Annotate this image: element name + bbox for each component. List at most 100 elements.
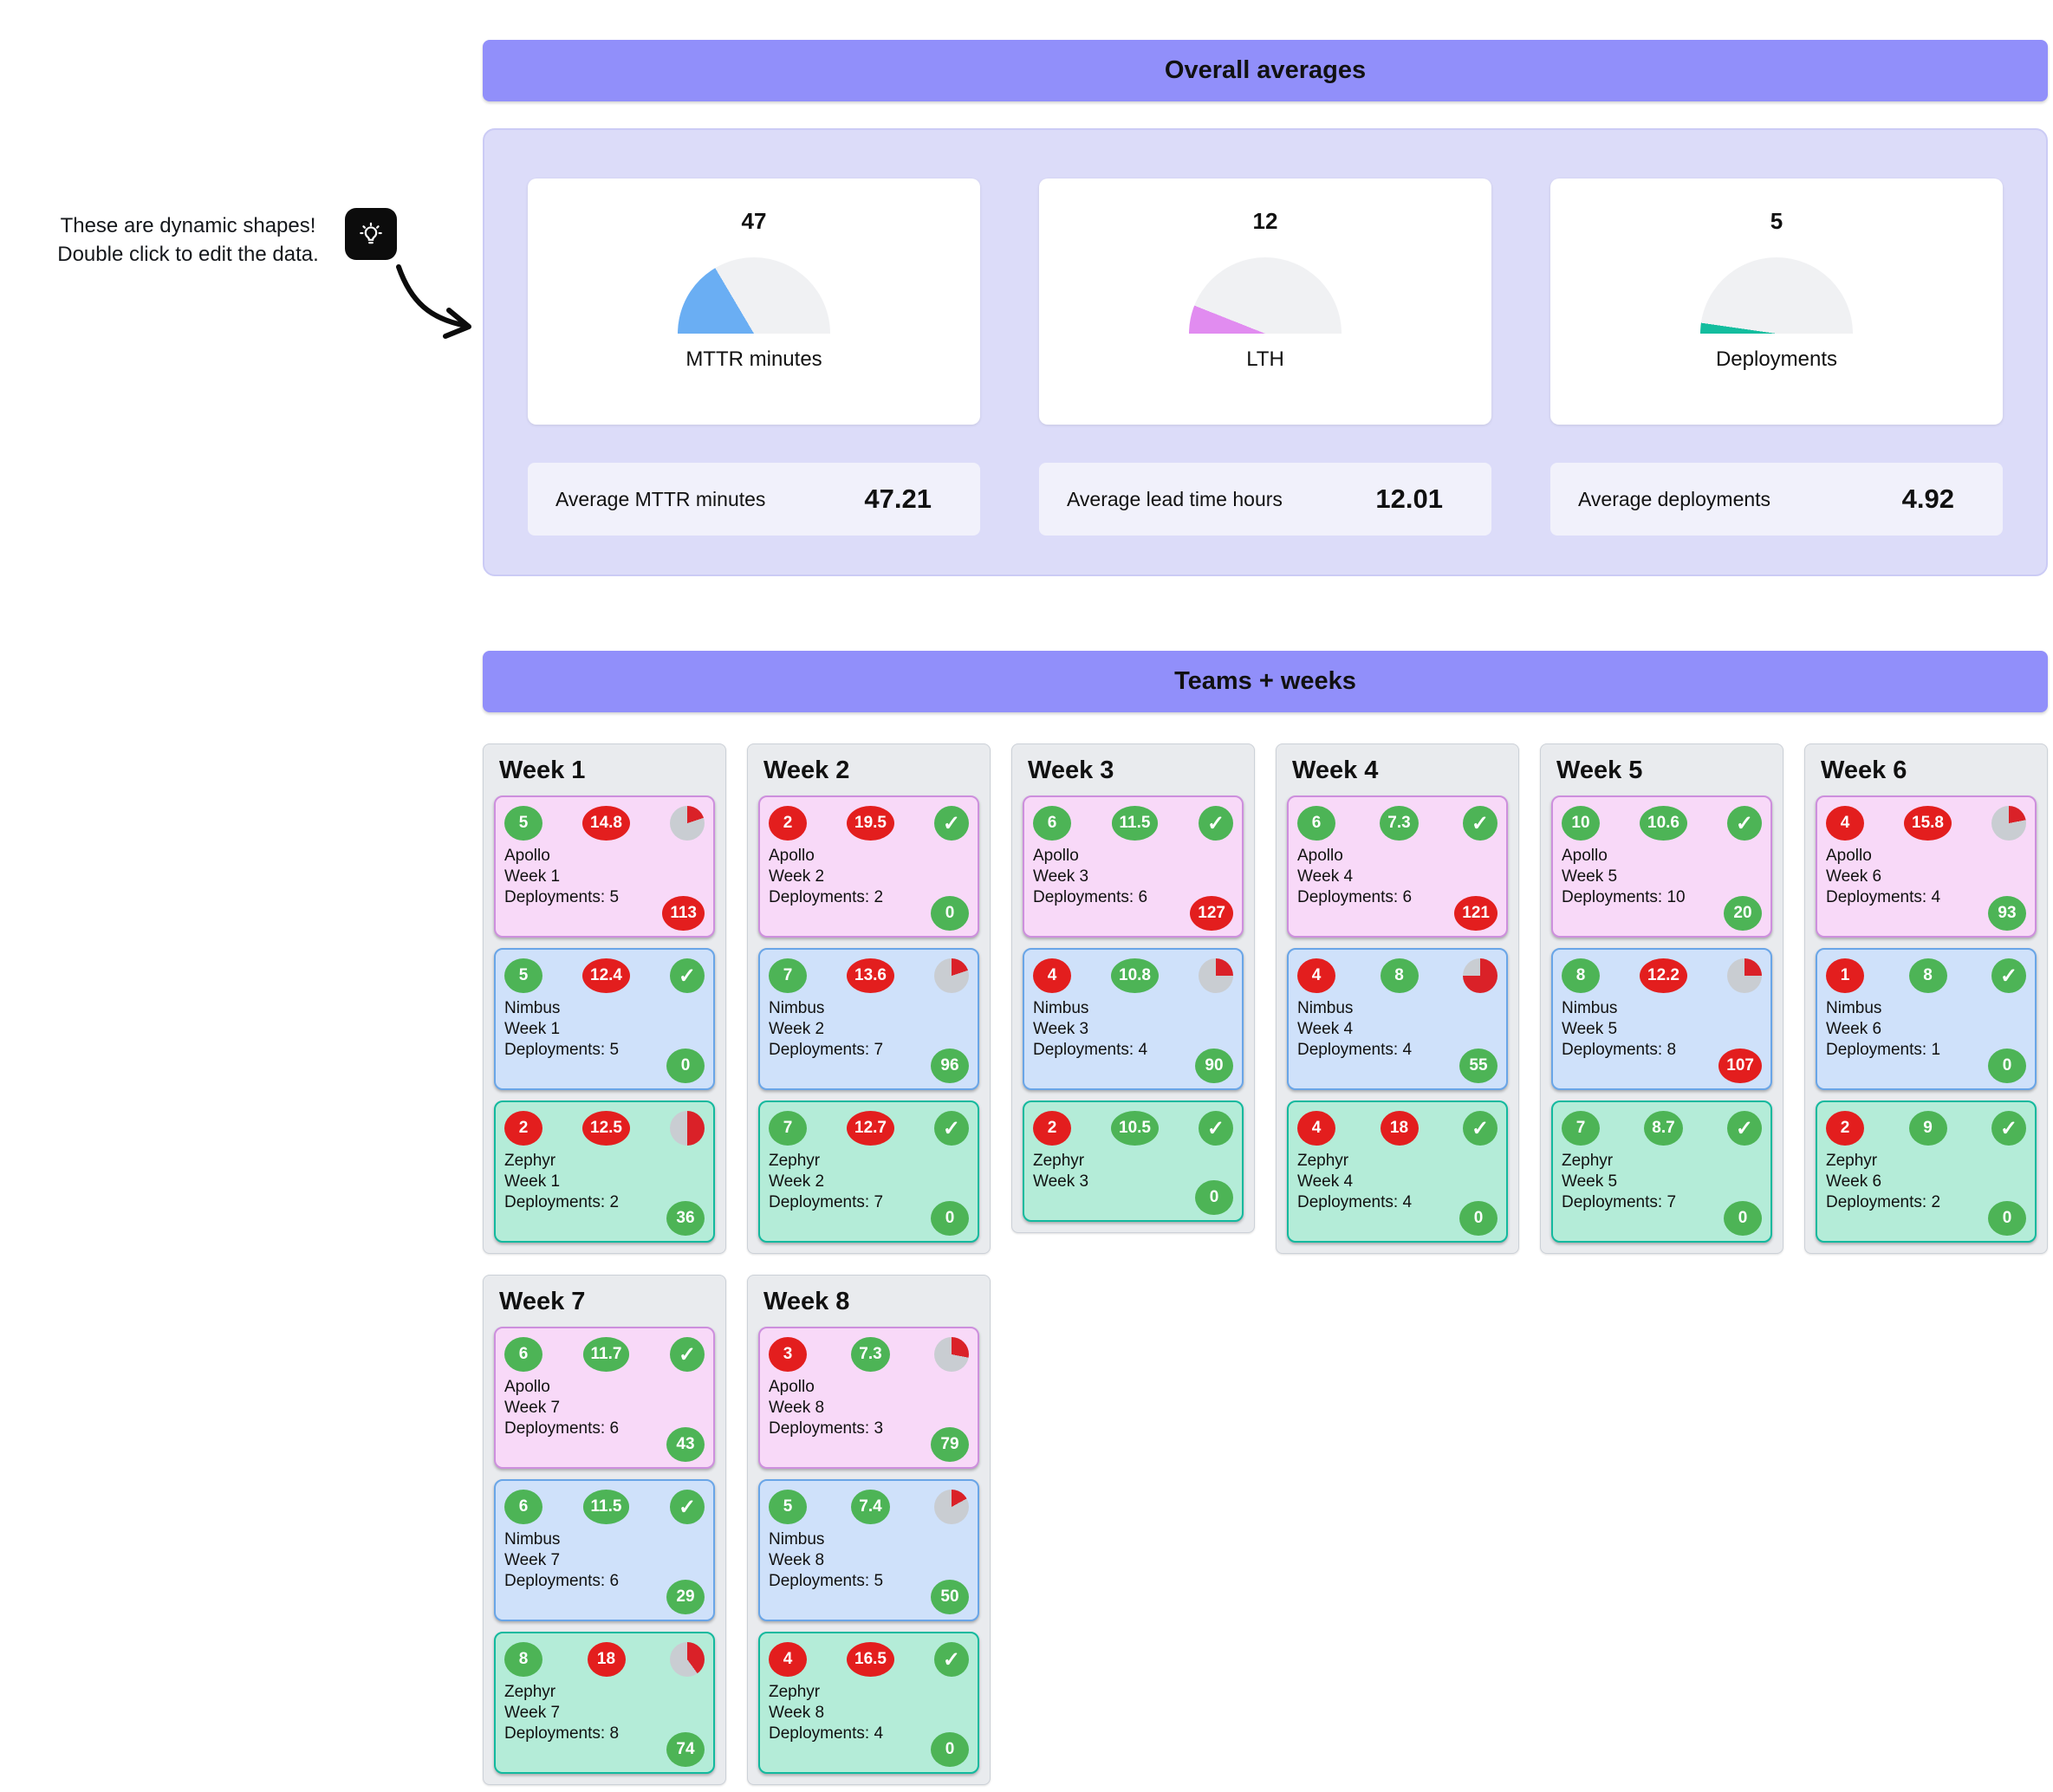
team-card-zephyr-week-8[interactable]: 4 16.5 ✓ Zephyr Week 8 Deployments: 4 0 (758, 1632, 979, 1774)
team-card-apollo-week-1[interactable]: 5 14.8 Apollo Week 1 Deployments: 5 113 (494, 795, 715, 938)
status-pie-icon (1198, 958, 1233, 993)
team-week: Week 6 (1826, 1172, 1882, 1191)
team-card-text: Nimbus Week 7 Deployments: 6 (504, 1529, 705, 1592)
team-week: Week 7 (504, 1704, 561, 1722)
team-card-zephyr-week-2[interactable]: 7 12.7 ✓ Zephyr Week 2 Deployments: 7 0 (758, 1101, 979, 1243)
team-name: Apollo (1297, 847, 1343, 865)
week-panel-week-1[interactable]: Week 1 5 14.8 Apollo Week 1 Deployments: 5 113… (483, 743, 726, 1254)
gauge-card-deployments[interactable]: 5 Deployments (1550, 179, 2003, 425)
week-panel-week-3[interactable]: Week 3 6 11.5 ✓ Apollo Week 3 Deployments: 6 12… (1011, 743, 1255, 1233)
overall-averages-panel[interactable]: 47 MTTR minutes 12 LTH 5 Deployments Average … (483, 128, 2048, 576)
team-card-text: Nimbus Week 8 Deployments: 5 (769, 1529, 969, 1592)
score-badge: 0 (1724, 1201, 1762, 1236)
week-panel-week-5[interactable]: Week 5 10 10.6 ✓ Apollo Week 5 Deployments: 10… (1540, 743, 1783, 1254)
team-card-top-row: 5 12.4 ✓ (504, 957, 705, 995)
metric-badge: 7.4 (851, 1490, 890, 1524)
team-name: Nimbus (504, 1530, 561, 1549)
gauge-value: 12 (1252, 208, 1278, 234)
team-name: Nimbus (1297, 999, 1354, 1017)
overall-averages-header[interactable]: Overall averages (483, 40, 2048, 101)
team-card-top-row: 4 18 ✓ (1297, 1109, 1498, 1147)
lightbulb-glyph (360, 222, 382, 244)
team-card-zephyr-week-7[interactable]: 8 18 Zephyr Week 7 Deployments: 8 74 (494, 1632, 715, 1774)
deployments-count-badge: 5 (504, 958, 542, 993)
gauge-arc (1189, 257, 1342, 334)
deployments-count-badge: 2 (1826, 1111, 1864, 1146)
team-card-top-row: 5 7.4 (769, 1488, 969, 1526)
metric-badge: 14.8 (582, 806, 630, 841)
status-pie-icon (933, 1337, 969, 1372)
team-deployments: Deployments: 1 (1826, 1041, 1941, 1059)
deployments-count-badge: 6 (1297, 806, 1335, 841)
team-card-apollo-week-3[interactable]: 6 11.5 ✓ Apollo Week 3 Deployments: 6 127 (1023, 795, 1244, 938)
team-card-nimbus-week-8[interactable]: 5 7.4 Nimbus Week 8 Deployments: 5 50 (758, 1479, 979, 1621)
team-card-nimbus-week-3[interactable]: 4 10.8 Nimbus Week 3 Deployments: 4 90 (1023, 948, 1244, 1090)
gauge-card-lth[interactable]: 12 LTH (1039, 179, 1491, 425)
metric-badge: 19.5 (847, 806, 894, 841)
team-card-zephyr-week-6[interactable]: 2 9 ✓ Zephyr Week 6 Deployments: 2 0 (1816, 1101, 2037, 1243)
stat-value: 12.01 (1375, 484, 1443, 514)
stat-box-average-mttr-minutes[interactable]: Average MTTR minutes 47.21 (528, 463, 980, 536)
gauge-label: MTTR minutes (685, 347, 822, 371)
lightbulb-icon[interactable] (345, 208, 397, 260)
team-card-text: Nimbus Week 3 Deployments: 4 (1033, 998, 1233, 1061)
annotation-text[interactable]: These are dynamic shapes! Double click t… (45, 211, 331, 269)
team-card-zephyr-week-5[interactable]: 7 8.7 ✓ Zephyr Week 5 Deployments: 7 0 (1551, 1101, 1772, 1243)
metric-badge: 13.6 (847, 958, 894, 993)
curved-arrow[interactable] (388, 260, 492, 351)
stat-value: 4.92 (1901, 484, 1954, 514)
team-card-nimbus-week-6[interactable]: 1 8 ✓ Nimbus Week 6 Deployments: 1 0 (1816, 948, 2037, 1090)
deployments-count-badge: 4 (1033, 958, 1071, 993)
team-card-apollo-week-7[interactable]: 6 11.7 ✓ Apollo Week 7 Deployments: 6 43 (494, 1327, 715, 1469)
team-card-apollo-week-5[interactable]: 10 10.6 ✓ Apollo Week 5 Deployments: 10 20 (1551, 795, 1772, 938)
team-name: Zephyr (1826, 1152, 1878, 1170)
stat-box-average-deployments[interactable]: Average deployments 4.92 (1550, 463, 2003, 536)
team-card-nimbus-week-2[interactable]: 7 13.6 Nimbus Week 2 Deployments: 7 96 (758, 948, 979, 1090)
team-card-top-row: 6 11.7 ✓ (504, 1335, 705, 1373)
status-check-icon: ✓ (933, 1111, 969, 1146)
teams-weeks-header[interactable]: Teams + weeks (483, 651, 2048, 712)
metric-badge: 9 (1908, 1111, 1947, 1146)
team-card-nimbus-week-4[interactable]: 4 8 Nimbus Week 4 Deployments: 4 55 (1287, 948, 1508, 1090)
team-card-apollo-week-2[interactable]: 2 19.5 ✓ Apollo Week 2 Deployments: 2 0 (758, 795, 979, 938)
team-card-apollo-week-4[interactable]: 6 7.3 ✓ Apollo Week 4 Deployments: 6 121 (1287, 795, 1508, 938)
team-card-nimbus-week-1[interactable]: 5 12.4 ✓ Nimbus Week 1 Deployments: 5 0 (494, 948, 715, 1090)
stat-box-average-lead-time-hours[interactable]: Average lead time hours 12.01 (1039, 463, 1491, 536)
gauge-value: 47 (741, 208, 767, 234)
team-name: Zephyr (504, 1152, 556, 1170)
status-check-icon: ✓ (1991, 1111, 2026, 1146)
team-card-zephyr-week-1[interactable]: 2 12.5 Zephyr Week 1 Deployments: 2 36 (494, 1101, 715, 1243)
week-panel-week-4[interactable]: Week 4 6 7.3 ✓ Apollo Week 4 Deployments: 6 121… (1276, 743, 1519, 1254)
gauge-value: 5 (1770, 208, 1783, 234)
team-week: Week 8 (769, 1704, 825, 1722)
week-panel-week-7[interactable]: Week 7 6 11.7 ✓ Apollo Week 7 Deployments: 6 43… (483, 1275, 726, 1785)
team-card-zephyr-week-4[interactable]: 4 18 ✓ Zephyr Week 4 Deployments: 4 0 (1287, 1101, 1508, 1243)
status-pie-icon (669, 806, 705, 841)
team-deployments: Deployments: 2 (504, 1193, 620, 1211)
team-week: Week 2 (769, 1172, 825, 1191)
team-card-apollo-week-8[interactable]: 3 7.3 Apollo Week 8 Deployments: 3 79 (758, 1327, 979, 1469)
team-card-top-row: 6 11.5 ✓ (504, 1488, 705, 1526)
team-card-text: Apollo Week 4 Deployments: 6 (1297, 846, 1498, 908)
team-name: Zephyr (1562, 1152, 1614, 1170)
team-deployments: Deployments: 8 (504, 1724, 620, 1743)
team-deployments: Deployments: 6 (504, 1572, 620, 1590)
week-panel-week-6[interactable]: Week 6 4 15.8 Apollo Week 6 Deployments: 4 93 1… (1804, 743, 2048, 1254)
team-card-nimbus-week-5[interactable]: 8 12.2 Nimbus Week 5 Deployments: 8 107 (1551, 948, 1772, 1090)
team-deployments: Deployments: 2 (1826, 1193, 1941, 1211)
team-card-text: Apollo Week 2 Deployments: 2 (769, 846, 969, 908)
team-card-nimbus-week-7[interactable]: 6 11.5 ✓ Nimbus Week 7 Deployments: 6 29 (494, 1479, 715, 1621)
deployments-count-badge: 2 (769, 806, 807, 841)
team-card-zephyr-week-3[interactable]: 2 10.5 ✓ Zephyr Week 3 0 (1023, 1101, 1244, 1222)
team-name: Zephyr (504, 1683, 556, 1701)
team-card-text: Nimbus Week 2 Deployments: 7 (769, 998, 969, 1061)
week-panel-week-8[interactable]: Week 8 3 7.3 Apollo Week 8 Deployments: 3 79 5 7… (747, 1275, 991, 1785)
team-card-apollo-week-6[interactable]: 4 15.8 Apollo Week 6 Deployments: 4 93 (1816, 795, 2037, 938)
teams-weeks-title: Teams + weeks (1174, 667, 1356, 695)
team-deployments: Deployments: 4 (1297, 1193, 1413, 1211)
gauge-card-mttr-minutes[interactable]: 47 MTTR minutes (528, 179, 980, 425)
team-card-top-row: 8 12.2 (1562, 957, 1762, 995)
score-badge: 96 (931, 1049, 969, 1083)
